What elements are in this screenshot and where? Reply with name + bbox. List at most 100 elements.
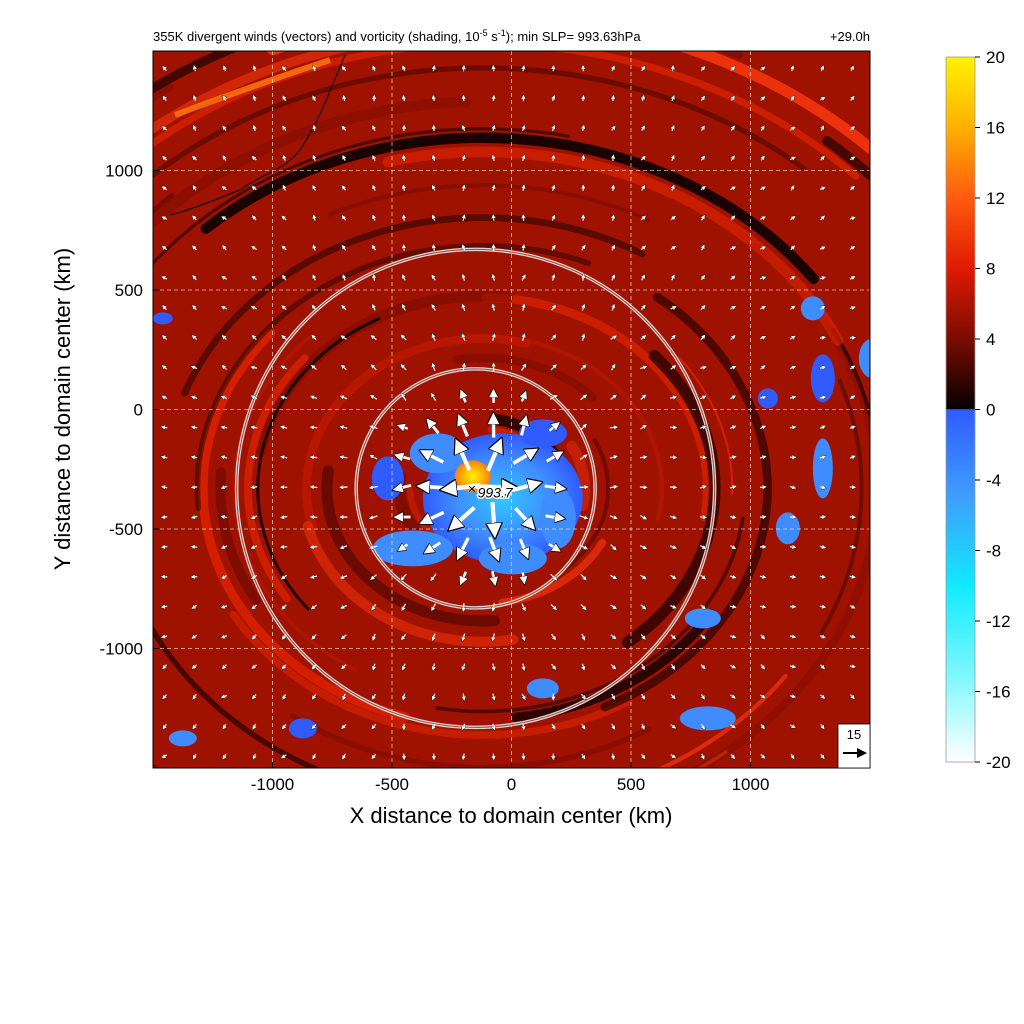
vorticity-band bbox=[198, 328, 410, 722]
vorticity-band bbox=[153, 96, 472, 230]
wind-vector bbox=[282, 574, 287, 578]
wind-vector bbox=[730, 636, 735, 638]
wind-vector bbox=[583, 126, 584, 132]
wind-vector bbox=[433, 693, 435, 699]
wind-vector bbox=[313, 306, 317, 311]
wind-vector bbox=[493, 156, 494, 161]
vorticity-field bbox=[153, 51, 870, 768]
wind-vector bbox=[700, 306, 704, 311]
vorticity-jet-streak bbox=[173, 57, 331, 118]
vorticity-band bbox=[481, 293, 712, 522]
wind-vector bbox=[790, 725, 794, 727]
wind-vector bbox=[523, 723, 524, 729]
wind-vector bbox=[700, 367, 705, 368]
wind-vector bbox=[312, 397, 318, 399]
x-tick-label: 1000 bbox=[732, 775, 770, 794]
wind-vector bbox=[514, 506, 531, 526]
x-tick-label: 500 bbox=[617, 775, 645, 794]
wind-vector bbox=[404, 126, 405, 132]
wind-vector bbox=[253, 665, 257, 668]
y-axis: -1000 -500 0 500 1000 bbox=[100, 162, 159, 659]
wind-vector bbox=[373, 186, 375, 191]
wind-vector bbox=[252, 457, 258, 458]
wind-vector bbox=[342, 306, 347, 311]
wind-vector bbox=[640, 306, 644, 311]
wind-vector bbox=[193, 635, 198, 638]
wind-vector bbox=[523, 335, 525, 341]
wind-vector bbox=[342, 366, 347, 371]
range-ring-inner-stroke bbox=[355, 368, 596, 609]
wind-vector bbox=[163, 755, 168, 757]
wind-vector bbox=[523, 663, 524, 670]
wind-vector bbox=[163, 247, 168, 250]
wind-vector bbox=[194, 97, 195, 102]
wind-vector bbox=[163, 157, 166, 160]
wind-vector bbox=[639, 514, 645, 519]
wind-vector bbox=[701, 276, 704, 281]
wind-vector bbox=[760, 97, 764, 100]
wind-vector bbox=[819, 247, 824, 249]
wind-vector bbox=[404, 246, 405, 251]
wind-vector bbox=[610, 604, 616, 608]
wind-vector bbox=[493, 723, 494, 729]
wind-vector bbox=[222, 517, 228, 518]
vorticity-band bbox=[657, 673, 788, 768]
wind-vector bbox=[432, 603, 437, 610]
wind-vector bbox=[433, 723, 435, 729]
wind-vector bbox=[224, 753, 226, 758]
vorticity-band bbox=[452, 353, 597, 402]
wind-vector bbox=[670, 606, 675, 608]
wind-vector bbox=[639, 457, 646, 458]
wind-vector bbox=[640, 217, 645, 221]
wind-vector bbox=[730, 426, 735, 428]
wind-vector bbox=[402, 365, 407, 371]
wind-vector bbox=[254, 753, 256, 758]
wind-vector bbox=[789, 666, 795, 667]
wind-vector bbox=[850, 127, 853, 130]
wind-vector bbox=[283, 634, 287, 639]
wind-vector bbox=[672, 127, 674, 132]
wind-vector bbox=[432, 573, 437, 580]
vorticity-band bbox=[566, 440, 591, 512]
wind-vector bbox=[373, 216, 375, 221]
wind-vector bbox=[612, 127, 615, 131]
negative-vorticity-patch bbox=[679, 706, 736, 731]
wind-vector bbox=[819, 307, 824, 310]
wind-vector bbox=[463, 276, 464, 281]
wind-vector bbox=[700, 427, 705, 429]
wind-vector bbox=[613, 97, 614, 102]
wind-vector bbox=[819, 337, 824, 338]
wind-vector bbox=[700, 187, 705, 190]
wind-vector bbox=[579, 544, 586, 548]
wind-vector bbox=[433, 633, 435, 640]
wind-vector bbox=[424, 453, 445, 464]
wind-vector bbox=[192, 547, 198, 548]
wind-vector bbox=[522, 276, 525, 281]
negative-vorticity-patch bbox=[185, 808, 221, 828]
wind-vector bbox=[463, 335, 465, 341]
wind-vector bbox=[640, 336, 645, 340]
wind-vector bbox=[553, 276, 555, 281]
wind-vector bbox=[791, 753, 793, 758]
wind-vector bbox=[463, 633, 465, 640]
wind-vector bbox=[433, 663, 434, 670]
wind-vector bbox=[283, 306, 287, 311]
colorbar-gradient bbox=[945, 56, 976, 763]
wind-vector bbox=[789, 397, 795, 399]
vorticity-band bbox=[563, 438, 611, 571]
wind-vector bbox=[283, 127, 286, 131]
wind-vector bbox=[819, 517, 825, 518]
wind-vector bbox=[820, 217, 824, 221]
wind-vector bbox=[253, 187, 257, 190]
wind-vector bbox=[730, 367, 735, 369]
wind-vector bbox=[609, 456, 616, 458]
wind-vector bbox=[670, 397, 675, 398]
wind-vector bbox=[730, 277, 735, 281]
wind-vector bbox=[640, 574, 646, 578]
wind-vector bbox=[223, 336, 227, 340]
negative-vorticity-patch bbox=[858, 338, 870, 378]
negative-vorticity-patch bbox=[153, 312, 173, 325]
wind-vector bbox=[192, 487, 198, 488]
wind-vector bbox=[193, 397, 198, 399]
wind-vector bbox=[313, 186, 315, 191]
